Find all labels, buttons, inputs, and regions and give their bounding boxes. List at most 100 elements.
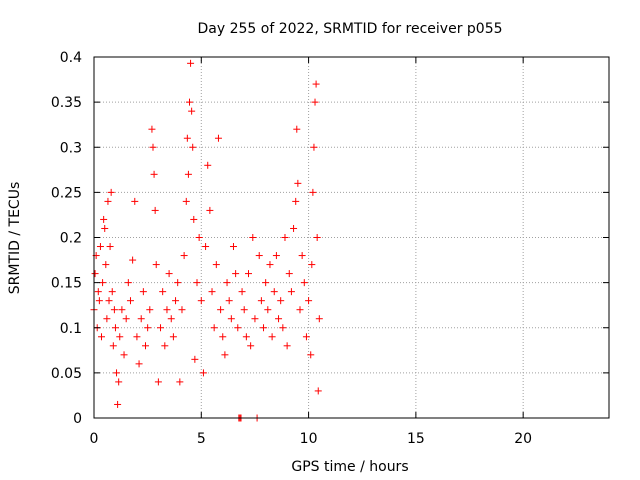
- data-point: [270, 288, 278, 296]
- data-point: [206, 206, 214, 214]
- data-point: [311, 98, 319, 106]
- data-point: [137, 315, 145, 323]
- data-point: [232, 270, 240, 278]
- data-point: [283, 342, 291, 350]
- data-point: [150, 170, 158, 178]
- data-point: [118, 306, 126, 314]
- data-point: [180, 252, 188, 260]
- data-point: [249, 234, 257, 241]
- data-point: [260, 324, 268, 332]
- data-point: [281, 234, 289, 241]
- data-point: [176, 378, 184, 386]
- data-point: [193, 279, 201, 287]
- grid-lines: [94, 57, 609, 418]
- data-point: [292, 197, 300, 205]
- data-point: [307, 351, 315, 359]
- data-point: [91, 270, 99, 278]
- y-tick-label: 0.2: [60, 231, 82, 247]
- data-points: [90, 59, 323, 422]
- data-point: [314, 387, 322, 395]
- data-point: [266, 261, 274, 269]
- data-point: [178, 306, 186, 314]
- data-point: [238, 288, 246, 296]
- data-point: [102, 261, 110, 269]
- data-point: [146, 306, 154, 314]
- data-point: [275, 315, 283, 323]
- data-point: [285, 270, 293, 278]
- data-point: [187, 59, 195, 67]
- y-tick-label: 0.4: [60, 50, 82, 66]
- data-point: [154, 378, 162, 386]
- data-point: [149, 143, 157, 151]
- data-point: [214, 134, 222, 142]
- data-point: [105, 297, 113, 305]
- data-point: [131, 197, 139, 205]
- data-point: [212, 261, 220, 269]
- data-point: [279, 324, 287, 332]
- data-point: [159, 288, 167, 296]
- data-point: [257, 297, 265, 305]
- data-point: [161, 342, 169, 350]
- data-point: [313, 234, 321, 241]
- data-point: [151, 206, 159, 214]
- data-point: [190, 215, 198, 223]
- data-point: [204, 161, 212, 169]
- data-point: [242, 333, 250, 341]
- data-point: [305, 297, 313, 305]
- data-point: [108, 288, 116, 296]
- y-tick-label: 0.3: [60, 140, 82, 156]
- data-point: [133, 333, 141, 341]
- chart-title: Day 255 of 2022, SRMTID for receiver p05…: [197, 21, 502, 37]
- data-point: [197, 297, 205, 305]
- data-point: [152, 261, 160, 269]
- data-point: [294, 179, 302, 187]
- data-point: [111, 324, 119, 332]
- data-point: [287, 288, 295, 296]
- data-point: [106, 243, 114, 251]
- data-point: [167, 315, 175, 323]
- data-point: [234, 324, 242, 332]
- data-point: [148, 125, 156, 133]
- data-point: [217, 306, 225, 314]
- data-point: [115, 378, 123, 386]
- data-point: [188, 107, 196, 115]
- data-point: [120, 351, 128, 359]
- data-point: [114, 400, 122, 408]
- x-tick-label: 20: [514, 431, 532, 447]
- data-point: [103, 315, 111, 323]
- data-point: [142, 342, 149, 350]
- data-point: [189, 143, 197, 151]
- data-point: [165, 270, 173, 278]
- data-point: [210, 324, 218, 332]
- data-point: [107, 188, 115, 196]
- data-point: [272, 252, 280, 260]
- data-point: [251, 315, 259, 323]
- data-point: [223, 279, 231, 287]
- data-point: [184, 170, 192, 178]
- data-point: [94, 288, 102, 296]
- data-point: [302, 333, 310, 341]
- x-tick-label: 15: [407, 431, 425, 447]
- data-point: [310, 143, 318, 151]
- data-point: [308, 261, 316, 269]
- axis-ticks: 0 0.05 0.1 0.15 0.2 0.25 0.3 0.35 0.4 0 5 10 15 20: [51, 50, 609, 447]
- y-tick-label: 0.1: [60, 321, 82, 337]
- data-point: [255, 252, 263, 260]
- y-tick-label: 0.15: [51, 276, 82, 292]
- data-point: [312, 80, 320, 88]
- data-point: [195, 234, 203, 241]
- data-point: [268, 333, 276, 341]
- data-point: [229, 243, 237, 251]
- y-axis-label: SRMTID / TECUs: [7, 182, 23, 295]
- plot-frame: [93, 56, 610, 419]
- data-point: [96, 243, 104, 251]
- data-point: [169, 333, 177, 341]
- data-point: [300, 279, 308, 287]
- data-point: [100, 215, 108, 223]
- data-point: [116, 333, 124, 341]
- data-point: [144, 324, 152, 332]
- data-point: [110, 306, 118, 314]
- data-point: [172, 297, 180, 305]
- data-point: [227, 315, 235, 323]
